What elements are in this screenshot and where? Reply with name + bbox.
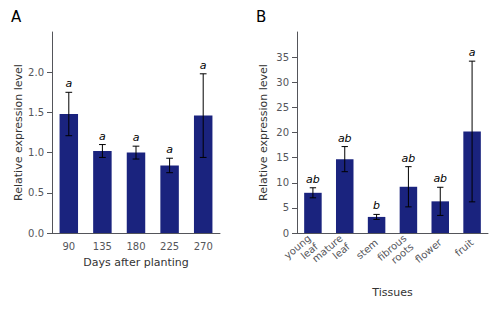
svg-text:roots: roots	[389, 241, 415, 266]
svg-text:young: young	[282, 232, 313, 261]
svg-text:ab: ab	[306, 173, 320, 186]
svg-text:135: 135	[93, 241, 112, 252]
svg-text:B: B	[256, 8, 266, 26]
svg-text:Days after planting: Days after planting	[83, 256, 189, 269]
svg-text:225: 225	[160, 241, 179, 252]
svg-text:ab: ab	[338, 132, 352, 145]
svg-text:leaf: leaf	[331, 241, 353, 262]
svg-text:180: 180	[126, 241, 145, 252]
svg-text:Relative expression level: Relative expression level	[257, 64, 270, 201]
svg-text:0.5: 0.5	[28, 187, 44, 198]
svg-text:fruit: fruit	[453, 237, 476, 259]
svg-text:0.0: 0.0	[28, 228, 44, 239]
svg-text:90: 90	[62, 241, 75, 252]
svg-text:20: 20	[276, 127, 289, 138]
svg-text:b: b	[373, 199, 380, 212]
svg-text:a: a	[166, 143, 173, 156]
svg-text:1.5: 1.5	[28, 107, 44, 118]
svg-text:35: 35	[276, 52, 289, 63]
svg-text:10: 10	[276, 177, 289, 188]
svg-text:ab: ab	[402, 152, 416, 165]
svg-text:270: 270	[194, 241, 213, 252]
svg-text:a: a	[133, 131, 140, 144]
svg-text:Tissues: Tissues	[371, 286, 413, 299]
svg-text:mature: mature	[310, 232, 345, 265]
svg-text:ab: ab	[433, 172, 447, 185]
svg-text:1.0: 1.0	[28, 147, 44, 158]
svg-text:a: a	[469, 46, 476, 59]
svg-text:stem: stem	[354, 237, 380, 262]
svg-text:25: 25	[276, 102, 289, 113]
svg-text:30: 30	[276, 77, 289, 88]
svg-text:A: A	[11, 8, 22, 26]
svg-text:a: a	[200, 59, 207, 72]
svg-text:fibrous: fibrous	[375, 232, 409, 263]
svg-text:a: a	[65, 77, 72, 90]
svg-text:5: 5	[283, 202, 289, 213]
svg-text:Relative expression level: Relative expression level	[12, 64, 25, 201]
svg-text:a: a	[99, 130, 106, 143]
svg-text:15: 15	[276, 152, 289, 163]
svg-text:0: 0	[283, 228, 289, 239]
svg-text:flower: flower	[413, 236, 444, 265]
svg-text:leaf: leaf	[298, 241, 320, 262]
svg-text:2.0: 2.0	[28, 67, 44, 78]
